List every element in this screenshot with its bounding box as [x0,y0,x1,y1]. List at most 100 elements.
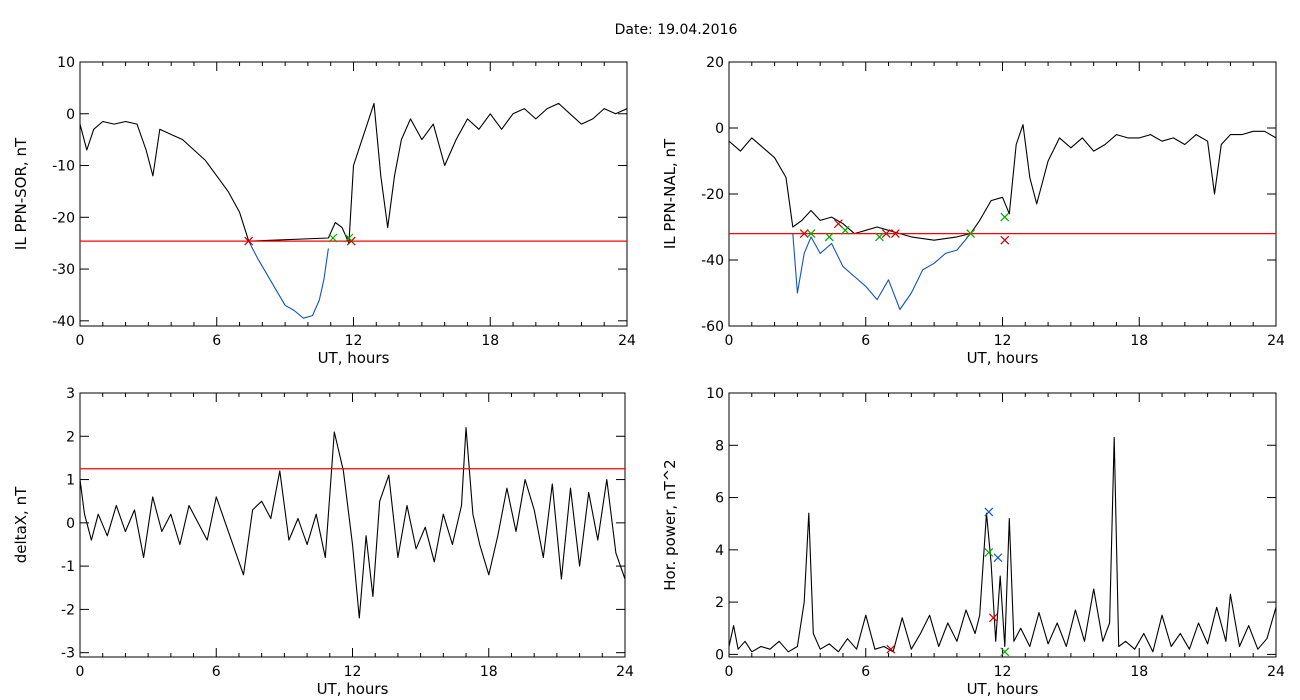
y-tick-label: -40 [701,253,724,269]
cross-marker-stroke-b [881,229,891,239]
series-line-0 [80,427,625,619]
y-axis-label: IL PPN-NAL, nT [661,138,679,249]
y-tick-label: -20 [701,187,724,203]
y-tick-label: 0 [66,107,75,123]
panel-hor-power: 0 6 12 18 24 10 8 6 4 2 0 UT, hours Hor. power, nT^2 [661,386,1285,698]
x-tick-label: 6 [212,664,221,680]
cross-marker [875,232,884,242]
plot-area [729,124,1276,311]
y-tick-label: -2 [61,602,75,618]
il-ppn-sor-frame [79,61,628,327]
cross-marker-stroke-b [993,553,1003,563]
cross-marker [840,225,850,235]
x-tick-label: 6 [861,333,870,349]
series-line-0 [729,124,1276,241]
y-axis-label: IL PPN-SOR, nT [12,137,30,250]
series-line-0 [80,102,627,244]
cross-marker [1000,212,1010,222]
cross-marker-stroke-b [328,233,338,243]
y-tick-label: 3 [66,386,75,402]
y-tick-label: -40 [52,314,75,330]
x-axis-label: UT, hours [318,349,390,367]
cross-marker-stroke-b [840,225,850,235]
cross-marker [806,229,816,239]
series-line-1 [248,240,329,319]
x-tick-label: 24 [618,333,636,349]
cross-marker-stroke-b [799,229,809,239]
x-tick-label: 0 [725,333,734,349]
panel-il-ppn-sor: 0 6 12 18 24 10 0 -10 -20 -30 -40 UT, hours IL PPN-S… [12,55,636,367]
x-axis-label: UT, hours [967,349,1039,367]
plot-area [729,436,1276,657]
cross-marker [244,236,254,246]
cross-marker [886,644,896,654]
y-tick-label: 1 [66,473,75,489]
panel-il-ppn-nal: 0 6 12 18 24 20 0 -20 -40 -60 UT, hours IL PPN-NAL,… [661,55,1285,367]
cross-marker-stroke-b [984,507,994,517]
cross-marker-stroke-b [244,236,254,246]
cross-marker-stroke-b [806,229,816,239]
cross-marker-stroke-b [966,229,976,239]
cross-marker [344,233,354,243]
x-tick-label: 6 [861,664,870,680]
x-tick-label: 6 [212,333,221,349]
y-tick-label: 20 [706,55,724,71]
panel-deltax: 0 6 12 18 24 3 2 1 0 -1 -2 -3 UT, hours deltaX, nT [12,386,634,698]
cross-marker-stroke-b [988,613,998,623]
y-tick-label: 10 [57,55,75,71]
cross-marker [966,229,976,239]
y-tick-label: 6 [715,491,724,507]
x-tick-label: 12 [994,664,1012,680]
cross-marker [993,553,1003,563]
cross-marker [984,507,994,517]
y-tick-label: 0 [715,647,724,663]
plot-area [80,427,625,619]
y-tick-label: 0 [715,121,724,137]
y-tick-label: 2 [66,429,75,445]
cross-marker [824,232,834,242]
cross-marker-stroke-b [984,548,994,557]
cross-marker-stroke-b [1000,235,1010,245]
x-axis-label: UT, hours [967,680,1039,698]
deltax-frame [79,392,626,658]
x-axis-label: UT, hours [317,680,389,698]
cross-marker [988,613,998,623]
x-tick-label: 0 [76,333,85,349]
cross-marker [984,548,994,557]
cross-marker-stroke-b [886,644,896,654]
il-ppn-nal-frame [728,61,1277,327]
x-tick-label: 0 [725,664,734,680]
y-tick-label: 10 [706,386,724,402]
x-tick-label: 12 [344,664,362,680]
cross-marker-stroke-b [875,232,884,242]
y-tick-label: 4 [715,543,724,559]
cross-marker [881,229,891,239]
cross-marker-stroke-b [824,232,834,242]
y-axis-label: deltaX, nT [12,486,30,563]
y-axis-label: Hor. power, nT^2 [661,459,679,590]
cross-marker [799,229,809,239]
x-tick-label: 24 [1267,664,1285,680]
y-tick-label: 8 [715,438,724,454]
cross-marker [1000,647,1010,657]
x-tick-label: 18 [1130,333,1148,349]
cross-marker-stroke-b [1000,647,1010,657]
cross-marker-stroke-b [833,219,843,229]
y-tick-label: -30 [52,262,75,278]
cross-marker [890,229,900,239]
y-tick-label: -60 [701,319,724,335]
y-tick-label: -10 [52,159,75,175]
x-tick-label: 18 [481,333,499,349]
cross-marker [328,233,338,243]
y-tick-label: -3 [61,646,75,662]
y-tick-label: -1 [61,559,75,575]
series-line-1 [792,233,972,311]
cross-marker-stroke-b [890,229,900,239]
x-tick-label: 18 [480,664,498,680]
x-tick-label: 12 [345,333,363,349]
x-tick-label: 12 [994,333,1012,349]
x-tick-label: 18 [1130,664,1148,680]
plot-area [80,102,627,319]
series-line-0 [729,436,1276,653]
